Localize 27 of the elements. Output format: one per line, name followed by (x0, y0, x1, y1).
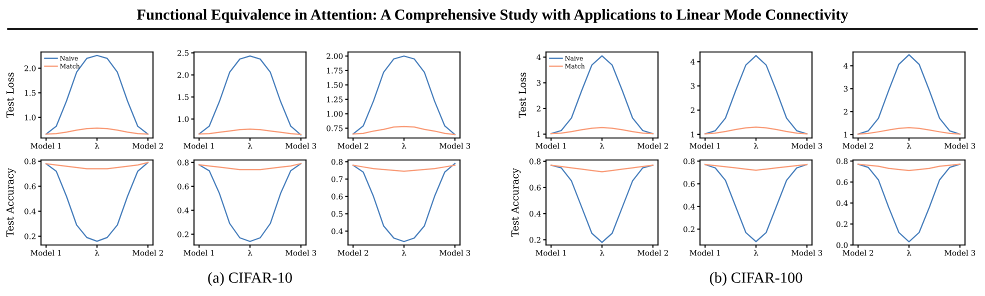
line-series (857, 164, 961, 242)
line-series (704, 55, 808, 135)
y-axis-title: Test Loss (518, 72, 526, 118)
text: (b) CIFAR-100 (710, 272, 802, 286)
line-series (704, 164, 808, 242)
y-axis-title: Test Accuracy (511, 168, 521, 237)
line-series (198, 55, 302, 136)
text: (a) CIFAR-10 (208, 272, 292, 286)
line-series (857, 54, 961, 135)
line-series (45, 162, 149, 170)
line-series (550, 164, 654, 244)
line-series (550, 164, 654, 172)
line-series (352, 164, 456, 172)
line-series (550, 126, 654, 134)
line-series (352, 55, 456, 136)
y-axis-title: Test Accuracy (6, 168, 16, 237)
line-series (704, 126, 808, 135)
line-series (550, 55, 654, 134)
line-series (45, 54, 149, 135)
line-series (198, 162, 302, 242)
text: Functional Equivalence in Attention: A Comprehensive Study with Applications to Linear Mode Connectivity (136, 9, 848, 23)
line-series (352, 162, 456, 242)
line-series (857, 127, 961, 135)
line-series (45, 162, 149, 242)
line-series (352, 126, 456, 136)
line-series (857, 164, 961, 172)
y-axis-title: Test Loss (6, 72, 14, 118)
